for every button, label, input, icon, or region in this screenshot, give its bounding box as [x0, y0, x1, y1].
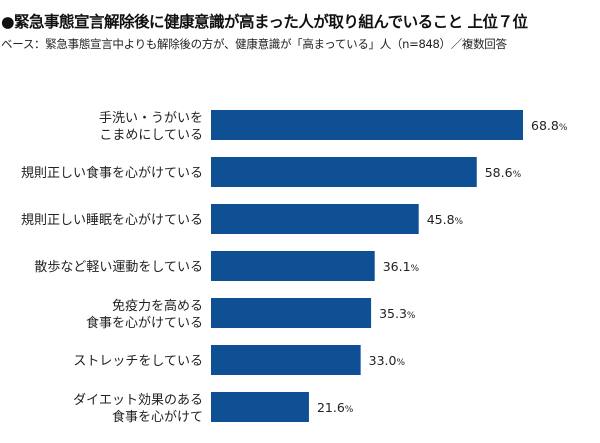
chart-title: ●緊急事態宣言解除後に健康意識が高まった人が取り組んでいること 上位７位	[1, 13, 528, 31]
category-label: 規則正しい睡眠を心がけている	[21, 213, 203, 228]
category-label: 免疫力を高める食事を心がけている	[86, 298, 203, 331]
bar	[211, 345, 361, 375]
value-label: 45.8%	[427, 212, 464, 227]
category-label: 規則正しい食事を心がけている	[21, 165, 203, 181]
bar	[211, 392, 309, 422]
value-label: 68.8%	[531, 118, 568, 133]
value-label: 58.6%	[485, 165, 522, 180]
value-label: 21.6%	[317, 400, 354, 415]
category-label: ストレッチをしている	[73, 354, 203, 369]
chart-subtitle: ベース：緊急事態宣言中よりも解除後の方が、健康意識が「高まっている」人（n=84…	[1, 37, 507, 51]
bar	[211, 157, 477, 187]
value-label: 35.3%	[379, 306, 416, 321]
value-label: 36.1%	[383, 259, 420, 274]
category-label: 手洗い・うがいをこまめにしている	[99, 111, 203, 143]
category-label: 散歩など軽い運動をしている	[34, 260, 203, 275]
bar	[211, 204, 419, 234]
bar	[211, 251, 375, 281]
bar	[211, 110, 523, 140]
category-label: ダイエット効果のある食事を心がけて	[73, 393, 203, 425]
value-label: 33.0%	[369, 353, 406, 368]
bar	[211, 298, 372, 328]
